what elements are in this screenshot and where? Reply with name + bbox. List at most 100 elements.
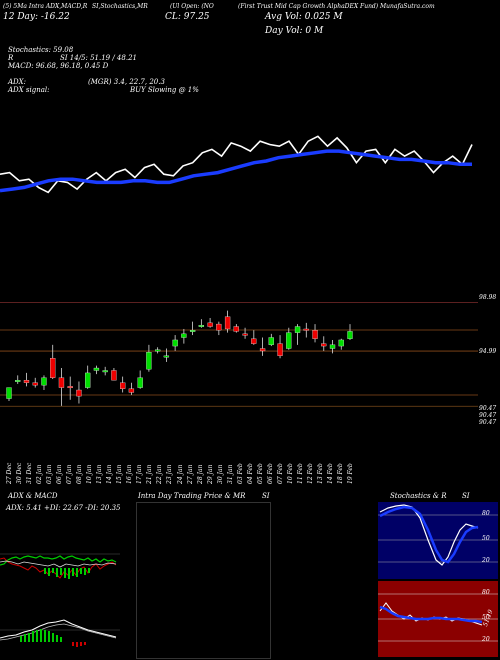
date-label: 03 Feb	[236, 463, 244, 484]
price-label-top: 98.98	[479, 294, 497, 301]
candle-body-5	[50, 358, 56, 378]
date-label: 31 Jan	[226, 464, 234, 484]
date-label: 07 Feb	[276, 463, 284, 484]
candle-body-6	[58, 377, 65, 388]
candle-body-26	[233, 326, 239, 332]
date-label: 17 Jan	[136, 464, 144, 484]
candle-body-3	[32, 382, 38, 386]
candle-body-8	[76, 389, 82, 397]
stoch-level-80: 80	[482, 510, 490, 517]
rsi-panel: 80 50 20 51.19	[378, 581, 498, 657]
candle-body-12	[111, 370, 117, 381]
date-label: 10 Feb	[286, 463, 294, 484]
date-label: 22 Jan	[156, 464, 164, 484]
header-line1-mid: SI,Stochastics,MR	[92, 3, 148, 10]
date-label: 02 Jan	[36, 464, 44, 484]
date-label: 15 Jan	[116, 464, 124, 484]
rsi-level-20: 20	[482, 636, 490, 643]
candle-body-13	[120, 382, 126, 389]
candle-body-36	[321, 343, 327, 347]
candle-body-14	[128, 388, 135, 393]
stochastics-value: Stochastics: 59.08	[8, 46, 74, 54]
adx-label: ADX:	[8, 78, 27, 86]
candle-body-32	[286, 332, 292, 349]
candle-body-11	[102, 370, 108, 373]
header-avg-vol: Avg Vol: 0.025 M	[265, 12, 343, 22]
date-label: 04 Feb	[246, 463, 254, 484]
adx-macd-panel: ADX: 5.41 +DI: 22.67 -DI: 20.35	[0, 502, 121, 657]
date-label: 06 Jan	[56, 464, 64, 484]
date-label: 12 Feb	[306, 463, 314, 484]
stoch-panel-si: SI	[462, 492, 470, 500]
date-label: 18 Feb	[336, 463, 344, 484]
candle-body-22	[198, 325, 205, 327]
candle-body-35	[312, 330, 318, 339]
intraday-panel	[136, 502, 271, 659]
date-label: 16 Jan	[126, 464, 134, 484]
candle-body-21	[189, 330, 196, 332]
price-label-low-1: 90.47	[479, 405, 497, 412]
rsi-level-50: 50	[482, 614, 490, 621]
date-label: 29 Jan	[206, 464, 214, 484]
candle-body-1	[15, 380, 21, 382]
date-label: 30 Dec	[16, 462, 24, 484]
header-line1-right: (Ul Open: (NO	[170, 3, 214, 10]
header-close: CL: 97.25	[165, 12, 210, 22]
date-label: 03 Jan	[46, 464, 54, 484]
header-title: (First Trust Mid Cap Growth AlphaDEX Fun…	[238, 3, 435, 10]
intraday-panel-si: SI	[262, 492, 270, 500]
adx-signal-label: ADX signal:	[8, 86, 50, 94]
candle-body-33	[294, 326, 301, 333]
date-label: 07 Jan	[66, 464, 74, 484]
rsi-line	[0, 135, 473, 194]
candle-body-30	[268, 337, 274, 345]
date-label: 24 Jan	[176, 464, 184, 484]
stochastics-graph	[378, 504, 498, 566]
date-label: 19 Feb	[347, 463, 354, 484]
date-label: 11 Feb	[296, 463, 304, 484]
candle-body-23	[207, 322, 213, 327]
stoch-level-50: 50	[482, 535, 490, 542]
header-day-vol: Day Vol: 0 M	[265, 26, 324, 36]
candle-body-10	[93, 367, 100, 371]
date-label: 27 Dec	[6, 462, 13, 484]
date-label: 06 Feb	[266, 463, 274, 484]
date-label: 21 Jan	[146, 464, 154, 484]
stochastics-panel: 80 50 20	[378, 502, 498, 579]
macd-value: MACD: 96.68, 96.18, 0.45 D	[8, 62, 109, 70]
date-label: 14 Jan	[106, 464, 114, 484]
mrsi-value: (MGR) 3.4, 22.7, 20.3	[88, 78, 165, 86]
ema-line	[0, 149, 472, 193]
date-label: 30 Jan	[216, 464, 224, 484]
candle-body-38	[338, 339, 344, 347]
rsi-value: SI 14/5: 51.19 / 48.21	[60, 54, 137, 62]
candle-body-2	[23, 380, 30, 383]
candle-body-28	[251, 338, 257, 344]
adx-macd-graph	[0, 553, 120, 647]
candle-body-4	[41, 377, 47, 386]
date-label: 05 Feb	[256, 463, 264, 484]
candle-body-7	[67, 386, 73, 389]
candle-body-37	[329, 344, 336, 349]
candle-body-31	[277, 343, 283, 356]
price-label-low-3: 90.47	[479, 419, 497, 426]
price-label-low-2: 90.47	[479, 412, 497, 419]
buy-signal: BUY Slowing @ 1%	[130, 86, 199, 94]
price-chart	[0, 135, 478, 407]
date-label: 10 Jan	[86, 464, 94, 484]
candle-body-24	[216, 323, 222, 331]
date-label: 13 Jan	[96, 464, 104, 484]
candle-body-15	[137, 377, 143, 388]
date-label: 27 Jan	[186, 464, 194, 484]
date-label: 08 Jan	[76, 464, 84, 484]
stoch-level-20: 20	[482, 557, 490, 564]
candle-body-39	[347, 331, 353, 339]
candle-body-0	[6, 387, 12, 399]
candle-body-34	[303, 328, 309, 331]
rsi-graph	[378, 593, 498, 642]
price-label-mid: 94.99	[479, 348, 497, 355]
stoch-panel-title: Stochastics & R	[390, 492, 447, 500]
rsi-label: R	[8, 54, 14, 62]
candle-body-16	[146, 352, 152, 370]
rsi-level-80: 80	[482, 589, 490, 596]
